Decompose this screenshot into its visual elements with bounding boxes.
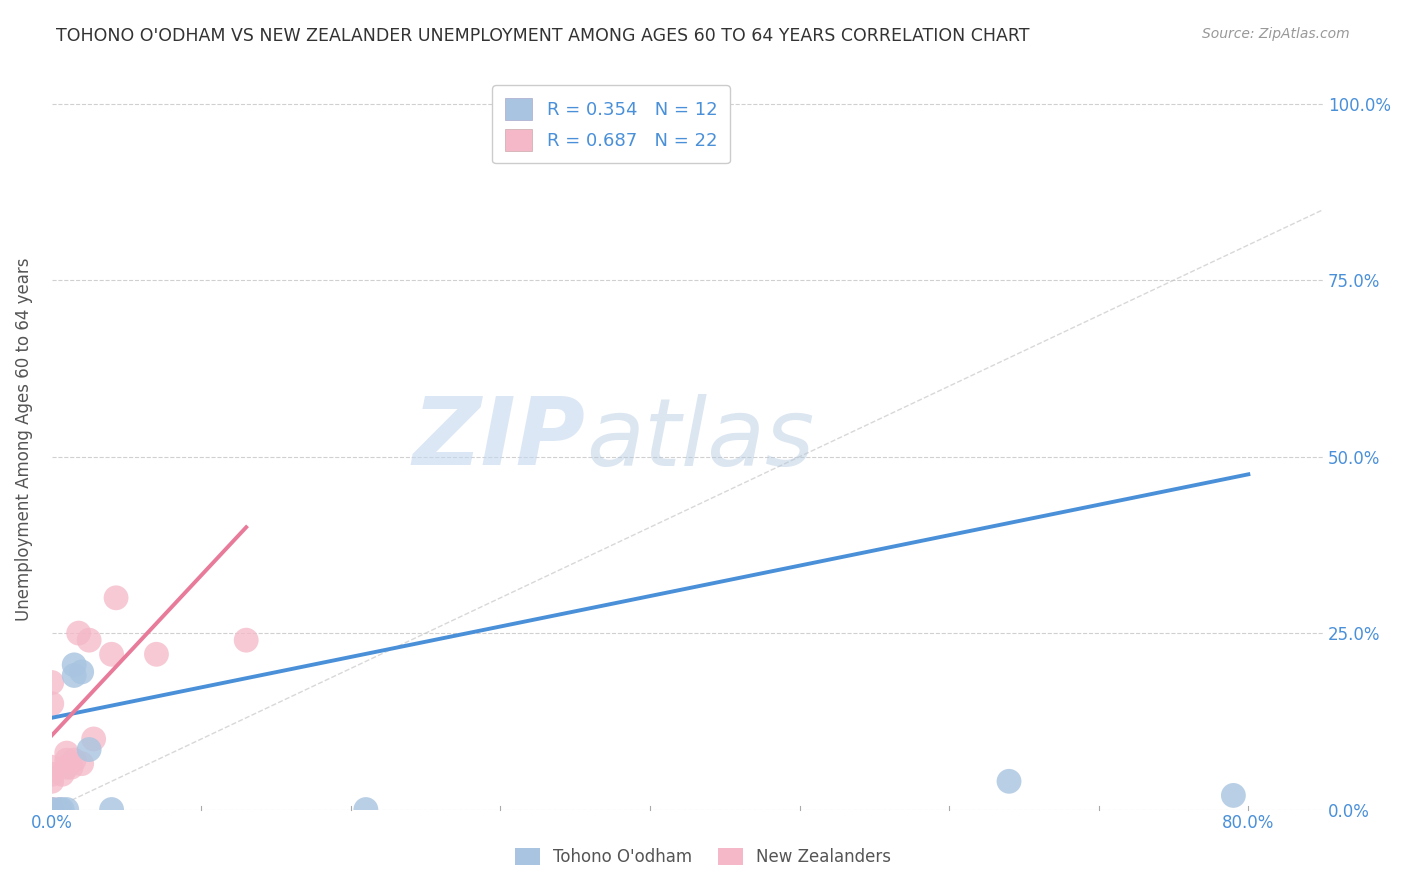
Point	[41, 803, 63, 817]
Point	[145, 647, 167, 661]
Point	[63, 657, 86, 672]
Legend: Tohono O'odham, New Zealanders: Tohono O'odham, New Zealanders	[506, 840, 900, 875]
Point	[41, 803, 63, 817]
Point	[998, 774, 1021, 789]
Point	[63, 668, 86, 682]
Point	[70, 756, 93, 771]
Point	[55, 803, 77, 817]
Point	[77, 742, 100, 756]
Point	[48, 803, 70, 817]
Point	[235, 633, 257, 648]
Point	[77, 633, 100, 648]
Point	[51, 767, 73, 781]
Point	[41, 697, 63, 711]
Point	[100, 647, 122, 661]
Point	[354, 803, 377, 817]
Point	[55, 753, 77, 767]
Point	[55, 760, 77, 774]
Point	[1222, 789, 1244, 803]
Point	[105, 591, 128, 605]
Point	[70, 665, 93, 679]
Point	[41, 760, 63, 774]
Point	[100, 803, 122, 817]
Y-axis label: Unemployment Among Ages 60 to 64 years: Unemployment Among Ages 60 to 64 years	[15, 257, 32, 621]
Legend: R = 0.354   N = 12, R = 0.687   N = 22: R = 0.354 N = 12, R = 0.687 N = 22	[492, 85, 730, 163]
Point	[41, 774, 63, 789]
Point	[60, 760, 83, 774]
Point	[63, 753, 86, 767]
Point	[41, 675, 63, 690]
Point	[51, 803, 73, 817]
Point	[67, 626, 90, 640]
Text: ZIP: ZIP	[413, 393, 586, 485]
Text: Source: ZipAtlas.com: Source: ZipAtlas.com	[1202, 27, 1350, 41]
Point	[41, 803, 63, 817]
Point	[48, 803, 70, 817]
Point	[55, 746, 77, 760]
Text: TOHONO O'ODHAM VS NEW ZEALANDER UNEMPLOYMENT AMONG AGES 60 TO 64 YEARS CORRELATI: TOHONO O'ODHAM VS NEW ZEALANDER UNEMPLOY…	[56, 27, 1029, 45]
Text: atlas: atlas	[586, 393, 814, 484]
Point	[83, 731, 105, 746]
Point	[41, 767, 63, 781]
